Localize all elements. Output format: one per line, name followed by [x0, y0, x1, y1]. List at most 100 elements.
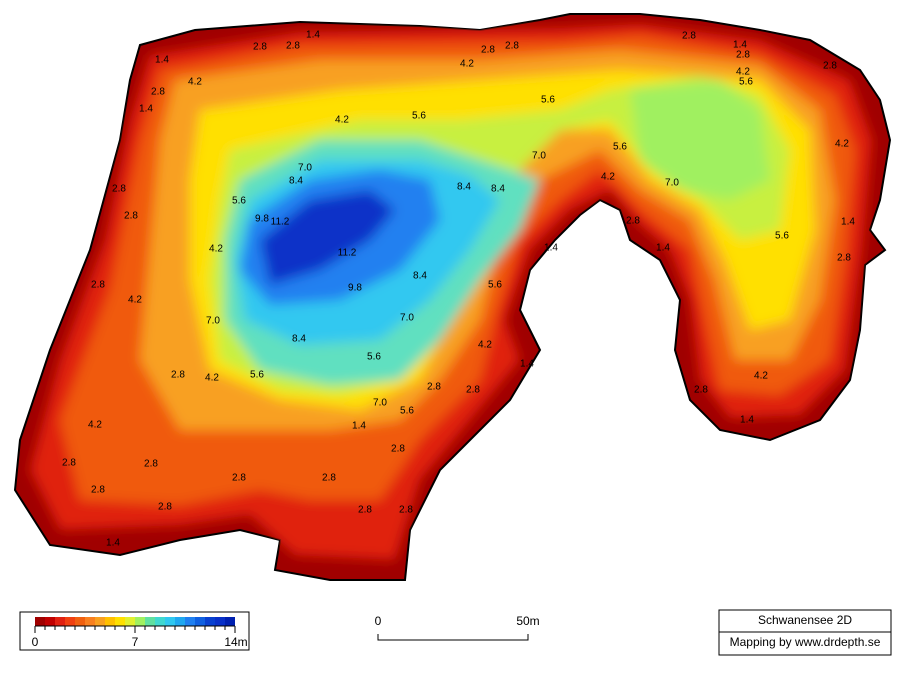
contour-label: 4.2 — [460, 59, 474, 70]
contour-label: 4.2 — [88, 420, 102, 431]
legend-label: 0 — [32, 635, 39, 649]
contour-label: 5.6 — [367, 352, 381, 363]
contour-label: 1.4 — [544, 243, 558, 254]
legend-swatch — [215, 617, 225, 626]
legend-swatch — [35, 617, 45, 626]
contour-label: 2.8 — [322, 473, 336, 484]
contour-label: 1.4 — [306, 30, 320, 41]
contour-label: 1.4 — [656, 243, 670, 254]
scale-label: 50m — [516, 614, 539, 628]
contour-label: 5.6 — [775, 231, 789, 242]
contour-label: 4.2 — [835, 139, 849, 150]
contour-label: 2.8 — [736, 50, 750, 61]
contour-label: 11.2 — [271, 217, 290, 228]
contour-label: 2.8 — [358, 505, 372, 516]
contour-label: 11.2 — [338, 248, 357, 259]
contour-label: 5.6 — [739, 77, 753, 88]
contour-label: 4.2 — [128, 295, 142, 306]
map-title: Schwanensee 2D — [758, 613, 852, 627]
contour-label: 7.0 — [298, 163, 312, 174]
contour-label: 9.8 — [348, 283, 362, 294]
contour-label: 4.2 — [209, 244, 223, 255]
contour-label: 1.4 — [352, 421, 366, 432]
contour-label: 2.8 — [91, 280, 105, 291]
legend-swatch — [185, 617, 195, 626]
scale-line — [377, 634, 529, 641]
contour-label: 2.8 — [286, 41, 300, 52]
title-box: Schwanensee 2D Mapping by www.drdepth.se — [718, 609, 892, 656]
contour-label: 2.8 — [158, 502, 172, 513]
depth-legend: 0 7 14m — [19, 611, 250, 651]
legend-swatch — [55, 617, 65, 626]
contour-label: 7.0 — [400, 313, 414, 324]
contour-label: 2.8 — [171, 370, 185, 381]
contour-label: 2.8 — [626, 216, 640, 227]
contour-label: 2.8 — [391, 444, 405, 455]
contour-label: 5.6 — [541, 95, 555, 106]
contour-label: 2.8 — [232, 473, 246, 484]
map-credit: Mapping by www.drdepth.se — [730, 635, 881, 649]
contour-label: 5.6 — [488, 280, 502, 291]
contour-label: 2.8 — [823, 61, 837, 72]
legend-swatch — [105, 617, 115, 626]
contour-label: 2.8 — [427, 382, 441, 393]
contour-label: 8.4 — [292, 334, 306, 345]
legend-swatch — [85, 617, 95, 626]
contour-label: 8.4 — [491, 184, 505, 195]
contour-label: 4.2 — [478, 340, 492, 351]
contour-label: 1.4 — [841, 217, 855, 228]
legend-swatch — [45, 617, 55, 626]
legend-swatch — [165, 617, 175, 626]
contour-label: 5.6 — [412, 111, 426, 122]
contour-label: 2.8 — [694, 385, 708, 396]
legend-swatch — [155, 617, 165, 626]
contour-label: 2.8 — [91, 485, 105, 496]
legend-swatch — [95, 617, 105, 626]
contour-label: 2.8 — [399, 505, 413, 516]
legend-swatch — [135, 617, 145, 626]
legend-swatch — [205, 617, 215, 626]
contour-label: 8.4 — [413, 271, 427, 282]
contour-label: 4.2 — [335, 115, 349, 126]
contour-label: 7.0 — [206, 316, 220, 327]
legend-swatch — [145, 617, 155, 626]
contour-label: 2.8 — [144, 459, 158, 470]
legend-swatch — [65, 617, 75, 626]
contour-label: 2.8 — [466, 385, 480, 396]
contour-label: 5.6 — [400, 406, 414, 417]
contour-label: 4.2 — [188, 77, 202, 88]
legend-swatch — [225, 617, 235, 626]
contour-label: 1.4 — [139, 104, 153, 115]
contour-label: 2.8 — [112, 184, 126, 195]
contour-label: 4.2 — [205, 373, 219, 384]
contour-label: 2.8 — [682, 31, 696, 42]
contour-label: 7.0 — [532, 151, 546, 162]
legend-label: 7 — [132, 635, 139, 649]
contour-label: 8.4 — [289, 176, 303, 187]
contour-label: 1.4 — [740, 415, 754, 426]
contour-label: 9.8 — [255, 214, 269, 225]
legend-swatch — [75, 617, 85, 626]
contour-label: 1.4 — [106, 538, 120, 549]
contour-label: 5.6 — [250, 370, 264, 381]
legend-label: 14m — [224, 635, 247, 649]
contour-labels: 2.8 2.81.41.44.22.81.42.8 2.84.22.81.42.84… — [62, 30, 855, 549]
contour-label: 5.6 — [232, 196, 246, 207]
contour-label: 2.8 — [253, 42, 267, 53]
contour-label: 1.4 — [733, 40, 747, 51]
scale-label: 0 — [375, 614, 382, 628]
legend-color-bar — [34, 617, 236, 633]
contour-label: 2.8 — [151, 87, 165, 98]
contour-label: 1.4 — [520, 359, 534, 370]
legend-swatch — [115, 617, 125, 626]
contour-label: 7.0 — [665, 178, 679, 189]
contour-label: 2.8 — [505, 41, 519, 52]
contour-label: 2.8 — [837, 253, 851, 264]
contour-label: 4.2 — [601, 172, 615, 183]
contour-label: 8.4 — [457, 182, 471, 193]
contour-label: 4.2 — [736, 67, 750, 78]
contour-label: 5.6 — [613, 142, 627, 153]
contour-label: 1.4 — [155, 55, 169, 66]
bathymetry — [13, 13, 892, 581]
